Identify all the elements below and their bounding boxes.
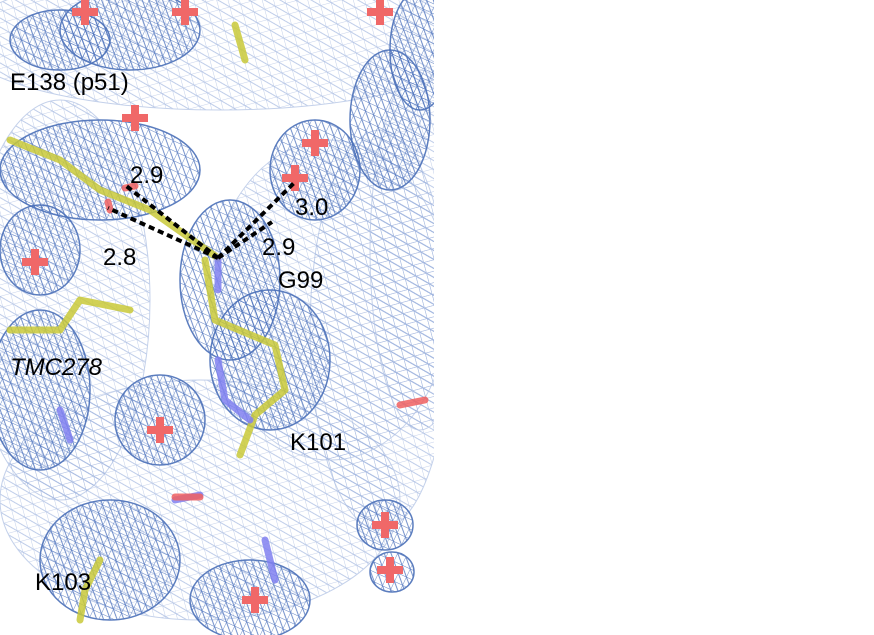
residue-label: 2.9 [262, 234, 295, 261]
density-mesh [0, 205, 80, 295]
residue-label: TMC278 [10, 354, 103, 381]
water-cross [181, 0, 189, 25]
water-cross [381, 512, 389, 538]
water-cross [31, 249, 39, 275]
water-cross [376, 0, 384, 25]
water-cross [81, 0, 89, 25]
water-cross [311, 130, 319, 156]
bond-stick [400, 400, 425, 405]
density-mesh [0, 120, 200, 220]
residue-label: K103 [35, 569, 91, 596]
water-cross [251, 587, 259, 613]
residue-label: 3.0 [295, 194, 328, 221]
density-mesh [210, 290, 330, 430]
water-cross [386, 557, 394, 583]
residue-label: 2.8 [103, 244, 136, 271]
residue-label: K101 [290, 429, 346, 456]
residue-label: 2.9 [130, 162, 163, 189]
stereo-figure: E138 (p51)2.93.02.82.9G99TMC278K101K103E… [0, 0, 874, 635]
density-mesh [40, 500, 180, 620]
water-cross [156, 417, 164, 443]
density-mesh [0, 310, 90, 470]
water-cross [131, 105, 139, 131]
residue-label: G99 [278, 267, 323, 294]
residue-label: E138 (p51) [10, 69, 129, 96]
density-mesh [10, 10, 110, 70]
